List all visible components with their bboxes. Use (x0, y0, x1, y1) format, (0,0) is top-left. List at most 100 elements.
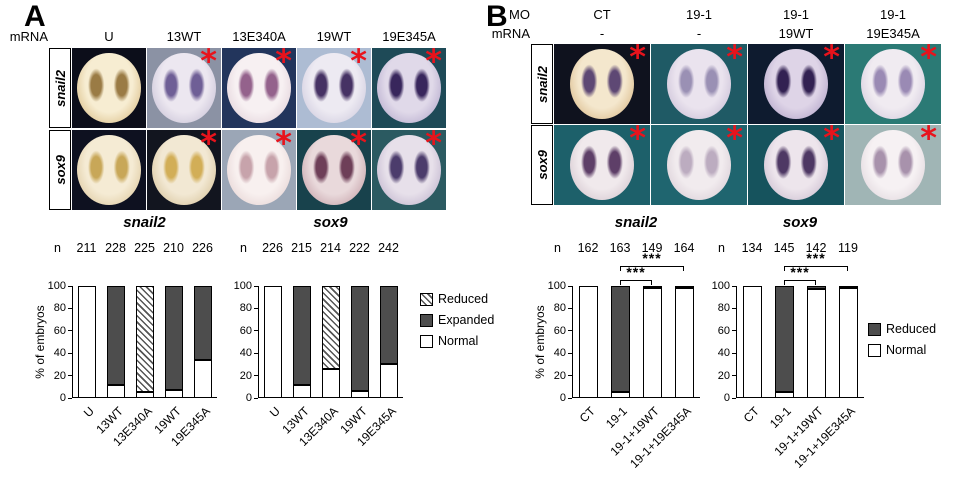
bar-U (77, 286, 96, 398)
asterisk-marker: * (823, 125, 840, 157)
y-tick-mark (68, 397, 72, 399)
legend-item-expanded: Expanded (420, 313, 494, 327)
mo-value-b-4: 19-1 (879, 7, 907, 22)
y-tick-label: 0 (245, 392, 252, 404)
y-tick-mark (254, 375, 258, 377)
bar-segment-normal (321, 368, 340, 398)
asterisk-marker: * (629, 44, 646, 76)
bar-segment-reduced (838, 286, 858, 289)
y-tick-label: 40 (239, 347, 252, 360)
y-tick-mark (254, 330, 258, 332)
y-tick-mark (568, 352, 572, 354)
bar-19-1+19WT (642, 286, 662, 398)
y-tick-label: 100 (547, 280, 566, 292)
bar-segment-reduced (674, 286, 694, 288)
asterisk-marker: * (920, 44, 937, 76)
embryo-image-sox9-13E340A: * (222, 130, 296, 210)
bar-19-1 (610, 286, 630, 398)
asterisk-marker: * (200, 48, 217, 80)
y-tick-label: 100 (233, 280, 252, 292)
embryo (227, 53, 291, 123)
gene-label-text: snail2 (534, 65, 550, 103)
bar-19WT (350, 286, 369, 398)
bar-CT (578, 286, 598, 398)
bar-segment-normal (806, 289, 826, 398)
bar-segment-expanded (164, 286, 183, 391)
y-tick-mark (68, 307, 72, 309)
bar-segment-normal (774, 392, 794, 398)
bar-segment-normal (77, 286, 96, 398)
embryo (570, 49, 634, 119)
y-tick-mark (568, 330, 572, 332)
bar-19E345A (193, 286, 212, 398)
asterisk-marker: * (920, 125, 937, 157)
asterisk-marker: * (350, 48, 367, 80)
n-value: 226 (192, 241, 213, 255)
bar-19E345A (379, 286, 398, 398)
y-tick-label: 0 (723, 392, 730, 404)
y-tick-mark (68, 375, 72, 377)
n-value: 215 (291, 241, 312, 255)
legend-label-reduced: Reduced (438, 292, 489, 306)
gene-label-text: snail2 (52, 69, 68, 107)
asterisk-marker: * (200, 130, 217, 162)
bar-U (263, 286, 282, 398)
y-tick-label: 60 (717, 324, 730, 337)
legend-swatch-normal-b (868, 343, 881, 357)
y-tick-mark (732, 375, 736, 377)
asterisk-marker: * (275, 48, 292, 80)
legend-item-normal: Normal (420, 334, 494, 348)
bar-19-1+19WT (806, 286, 826, 398)
y-tick-label: 40 (717, 347, 730, 360)
asterisk-marker: * (726, 44, 743, 76)
embryo (667, 49, 731, 119)
embryo-image-snail2-19-1: * (651, 44, 747, 124)
bar-segment-expanded (350, 286, 369, 392)
y-tick-label: 20 (239, 369, 252, 382)
embryo-image-sox9-19-1+19WT: * (748, 125, 844, 205)
gene-row-label-snail2: snail2 (531, 44, 553, 124)
legend-label-normal-b: Normal (886, 343, 927, 357)
legend-panel-a: Reduced Expanded Normal (420, 292, 494, 348)
y-tick-mark (732, 307, 736, 309)
y-tick-mark (732, 285, 736, 287)
y-tick-label: 0 (59, 392, 66, 404)
bar-19-1 (774, 286, 794, 398)
embryo (377, 53, 441, 123)
mrna-value-b-2: - (696, 26, 702, 41)
chart-title: sox9 (782, 214, 818, 231)
legend-swatch-reduced (420, 292, 433, 306)
asterisk-marker: * (823, 44, 840, 76)
bar-segment-normal (578, 286, 598, 398)
bar-segment-reduced (135, 286, 154, 393)
mo-value-b-1: CT (593, 7, 611, 22)
embryo-image-sox9-19E345A: * (372, 130, 446, 210)
embryo (302, 135, 366, 205)
y-tick-mark (568, 397, 572, 399)
bar-segment-reduced (774, 286, 794, 393)
embryo (570, 130, 634, 200)
bar-segment-normal (742, 286, 762, 398)
bar-segment-normal (642, 288, 662, 398)
significance-bracket (784, 266, 848, 271)
panel-b-image-grid: MO CT 19-1 19-1 19-1 mRNA - - 19WT 19E34… (490, 6, 941, 205)
plot-area (736, 286, 864, 398)
legend-swatch-normal (420, 334, 433, 348)
y-tick-mark (68, 352, 72, 354)
embryo-image-snail2-19-1+19E345A: * (845, 44, 941, 124)
y-tick-label: 60 (553, 324, 566, 337)
gene-row-label-snail2: snail2 (49, 48, 71, 128)
y-tick-mark (254, 285, 258, 287)
n-value: 164 (673, 241, 695, 255)
legend-label-expanded: Expanded (438, 313, 495, 327)
asterisk-marker: * (275, 130, 292, 162)
bar-19-1+19E345A (674, 286, 694, 398)
y-tick-mark (68, 285, 72, 287)
panel-b-letter: B (486, 0, 508, 33)
bar-segment-reduced (806, 286, 826, 290)
legend-swatch-reduced-b (868, 322, 881, 336)
y-tick-mark (732, 397, 736, 399)
embryo (764, 49, 828, 119)
bar-segment-normal (164, 390, 183, 398)
